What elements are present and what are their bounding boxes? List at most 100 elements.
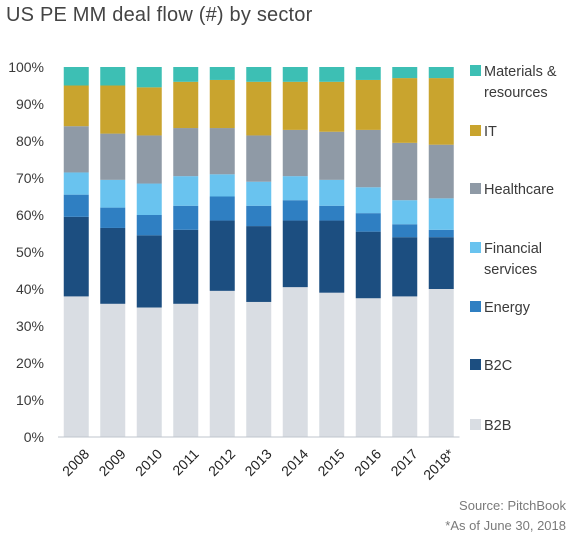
bar-segment-it-2015 [319,81,345,132]
bar-segment-healthcare-2010 [136,135,162,184]
bar-segment-healthcare-2008 [63,126,89,173]
legend-label: B2B [484,418,511,434]
bar-segment-b2b-2008 [63,296,89,437]
bar-segment-b2b-2009 [100,303,126,437]
legend-swatch [470,419,481,430]
bar-segment-healthcare-2016 [355,129,381,188]
bar-segment-b2b-2013 [246,301,272,437]
bar-segment-it-2010 [136,87,162,136]
y-tick-label: 100% [8,59,44,75]
bar-segment-b2c-2014 [282,220,308,288]
bar-segment-it-2013 [246,81,272,136]
y-tick-label: 80% [16,133,44,149]
legend-swatch [470,359,481,370]
bar-segment-it-2008 [63,85,89,127]
bar-segment-materials-resources-2017 [392,67,418,79]
bar-segment-materials-resources-2010 [136,67,162,88]
bar-segment-energy-2009 [100,207,126,228]
bar-segment-it-2012 [209,79,235,129]
bar-segment-b2c-2016 [355,231,381,299]
y-tick-label: 10% [16,392,44,408]
bars-group [63,67,454,437]
bar-segment-energy-2015 [319,205,345,221]
bar-segment-financial-services-2012 [209,174,235,197]
bar-segment-energy-2018 [428,229,454,238]
bar-segment-it-2009 [100,85,126,134]
legend-label: Energy [484,300,531,316]
x-tick-label: 2017 [387,446,420,479]
bar-segment-energy-2011 [173,205,199,230]
bar-segment-energy-2013 [246,205,272,227]
bar-segment-it-2016 [355,79,381,130]
x-tick-label: 2018* [420,445,458,483]
bar-segment-healthcare-2017 [392,142,418,201]
bar-segment-energy-2010 [136,215,162,236]
legend-label: B2C [484,358,512,374]
bar-segment-b2c-2008 [63,216,89,297]
bar-segment-healthcare-2014 [282,129,308,177]
bar-segment-energy-2014 [282,200,308,221]
bar-segment-b2b-2016 [355,298,381,437]
bar-segment-financial-services-2016 [355,187,381,214]
bar-segment-materials-resources-2016 [355,67,381,80]
y-axis: 0% 10% 20% 30% 40% 50% 60% 70% 80% 90% 100% [8,59,44,445]
bar-segment-it-2017 [392,78,418,143]
bar-segment-healthcare-2015 [319,131,345,180]
bar-segment-materials-resources-2018 [428,67,454,79]
legend-label-line2: resources [484,85,548,101]
legend-label: IT [484,124,497,140]
y-tick-label: 0% [24,429,44,445]
bar-segment-healthcare-2013 [246,135,272,182]
bar-segment-b2c-2010 [136,235,162,308]
bar-segment-energy-2012 [209,196,235,221]
bar-segment-energy-2008 [63,194,89,217]
bar-segment-financial-services-2018 [428,198,454,230]
bar-segment-it-2011 [173,81,199,129]
bar-segment-healthcare-2012 [209,128,235,175]
bar-segment-b2c-2018 [428,237,454,289]
bar-segment-b2c-2017 [392,237,418,297]
legend-swatch [470,183,481,194]
bar-segment-healthcare-2011 [173,128,199,177]
bar-segment-b2b-2011 [173,303,199,437]
x-tick-label: 2010 [132,446,165,479]
y-tick-label: 90% [16,96,44,112]
bar-segment-b2c-2013 [246,226,272,302]
x-tick-label: 2014 [278,446,311,479]
x-tick-label: 2011 [169,446,202,479]
bar-segment-financial-services-2008 [63,172,89,195]
bar-segment-materials-resources-2015 [319,67,345,82]
bar-segment-materials-resources-2009 [100,67,126,86]
bar-segment-financial-services-2014 [282,176,308,201]
y-tick-label: 40% [16,281,44,297]
chart-title: US PE MM deal flow (#) by sector [6,4,313,26]
legend-swatch [470,301,481,312]
bar-segment-healthcare-2018 [428,144,454,199]
bar-segment-energy-2016 [355,213,381,232]
x-tick-label: 2008 [59,446,92,479]
bar-segment-b2b-2010 [136,307,162,437]
bar-segment-b2c-2011 [173,229,199,304]
y-tick-label: 60% [16,207,44,223]
bar-segment-b2b-2012 [209,290,235,437]
x-tick-label: 2009 [95,446,128,479]
x-axis: 2008 2009 2010 2011 2012 2013 2014 2015 2016 2017… [58,436,460,483]
legend: Materials & resources IT Healthcare Financia… [470,64,557,434]
bar-segment-financial-services-2015 [319,179,345,206]
x-tick-label: 2013 [241,446,274,479]
footnote: *As of June 30, 2018 [445,518,566,533]
x-tick-label: 2012 [205,446,238,479]
bar-segment-energy-2017 [392,224,418,238]
y-tick-label: 20% [16,355,44,371]
x-tick-label: 2016 [351,446,384,479]
source-note: Source: PitchBook [459,498,566,513]
bar-segment-financial-services-2010 [136,183,162,215]
y-tick-label: 50% [16,244,44,260]
bar-segment-materials-resources-2011 [173,67,199,82]
bar-segment-b2b-2014 [282,287,308,437]
bar-segment-it-2018 [428,78,454,145]
bar-segment-financial-services-2017 [392,200,418,225]
y-tick-label: 70% [16,170,44,186]
bar-segment-materials-resources-2008 [63,67,89,86]
